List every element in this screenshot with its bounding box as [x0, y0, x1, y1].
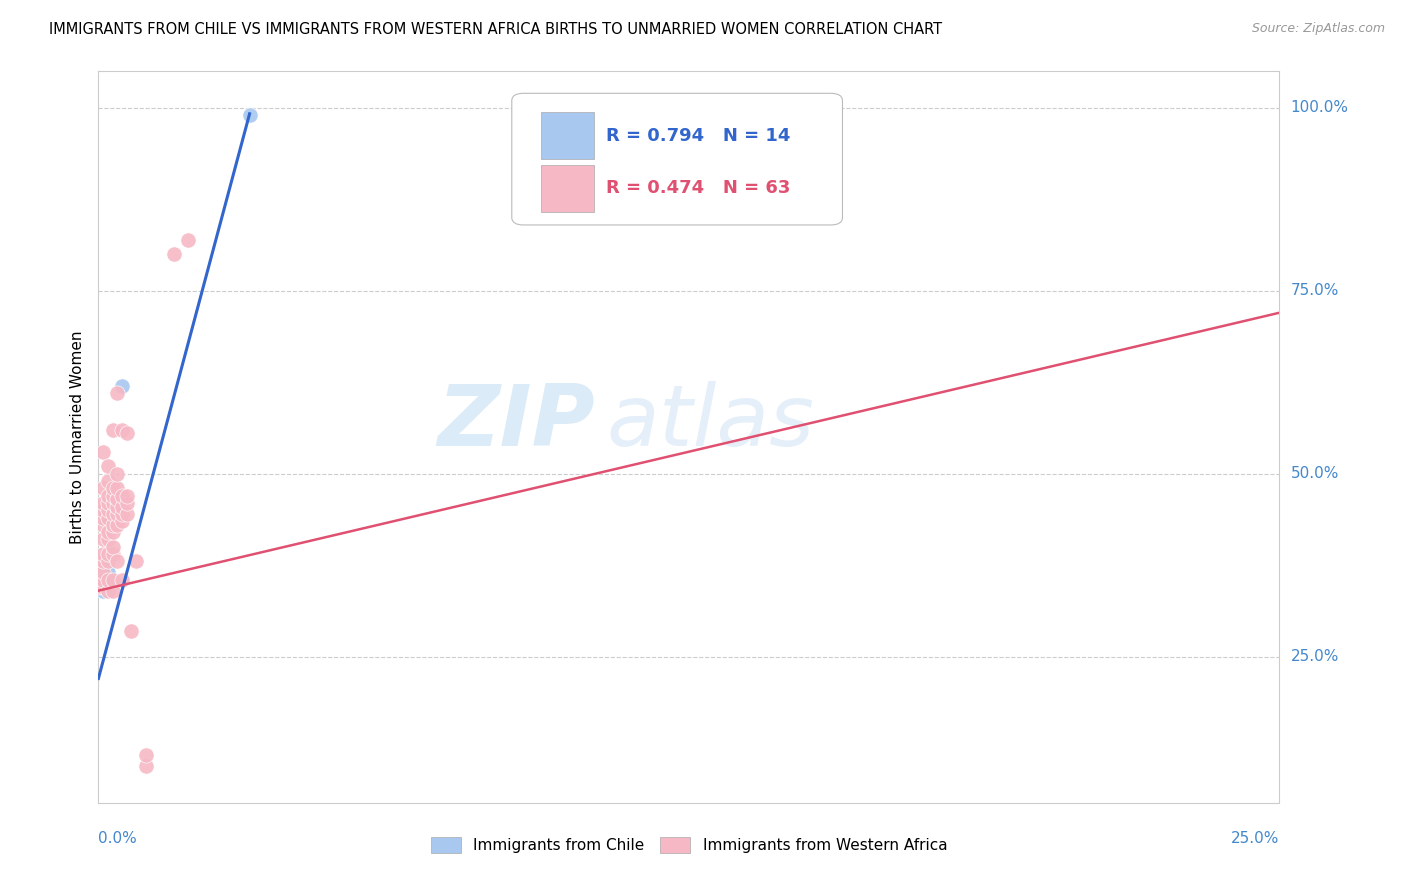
- Point: [105, 481, 128, 495]
- Point: [121, 624, 143, 638]
- Point: [97, 474, 120, 488]
- Point: [101, 517, 124, 532]
- Point: [105, 467, 128, 481]
- Point: [111, 573, 134, 587]
- Point: [105, 492, 128, 507]
- Point: [97, 566, 120, 580]
- Point: [97, 459, 120, 474]
- Point: [125, 554, 148, 568]
- Text: 25.0%: 25.0%: [1232, 830, 1279, 846]
- Point: [97, 573, 120, 587]
- Point: [87, 573, 110, 587]
- Point: [105, 500, 128, 514]
- Text: R = 0.794   N = 14: R = 0.794 N = 14: [606, 127, 790, 145]
- Point: [97, 533, 120, 547]
- Point: [111, 514, 134, 528]
- Point: [91, 547, 114, 561]
- Point: [87, 562, 110, 576]
- Text: IMMIGRANTS FROM CHILE VS IMMIGRANTS FROM WESTERN AFRICA BIRTHS TO UNMARRIED WOME: IMMIGRANTS FROM CHILE VS IMMIGRANTS FROM…: [49, 22, 942, 37]
- Text: ZIP: ZIP: [437, 381, 595, 464]
- Point: [97, 583, 120, 598]
- Text: Source: ZipAtlas.com: Source: ZipAtlas.com: [1251, 22, 1385, 36]
- Text: 75.0%: 75.0%: [1291, 284, 1339, 298]
- Point: [91, 573, 114, 587]
- Point: [101, 423, 124, 437]
- Bar: [541, 112, 595, 160]
- Point: [91, 562, 114, 576]
- Point: [87, 566, 110, 580]
- Point: [97, 510, 120, 524]
- Point: [111, 379, 134, 393]
- Point: [101, 503, 124, 517]
- Point: [105, 517, 128, 532]
- Point: [177, 233, 200, 247]
- Text: atlas: atlas: [606, 381, 814, 464]
- Point: [97, 489, 120, 503]
- Point: [91, 583, 114, 598]
- Point: [105, 507, 128, 521]
- Text: 25.0%: 25.0%: [1291, 649, 1339, 664]
- Point: [105, 554, 128, 568]
- Point: [101, 481, 124, 495]
- Bar: [541, 165, 595, 212]
- Point: [115, 489, 138, 503]
- Point: [101, 489, 124, 503]
- Legend: Immigrants from Chile, Immigrants from Western Africa: Immigrants from Chile, Immigrants from W…: [423, 830, 955, 861]
- Point: [97, 510, 120, 524]
- Point: [135, 759, 157, 773]
- Point: [87, 562, 110, 576]
- Point: [101, 507, 124, 521]
- Point: [115, 426, 138, 441]
- Point: [101, 540, 124, 554]
- Point: [101, 547, 124, 561]
- Point: [239, 108, 262, 122]
- Point: [101, 573, 124, 587]
- Point: [135, 748, 157, 763]
- Point: [101, 525, 124, 540]
- Point: [111, 489, 134, 503]
- Text: 50.0%: 50.0%: [1291, 467, 1339, 481]
- Point: [91, 496, 114, 510]
- Text: 0.0%: 0.0%: [98, 830, 138, 846]
- Point: [91, 444, 114, 458]
- Point: [91, 580, 114, 594]
- Text: R = 0.474   N = 63: R = 0.474 N = 63: [606, 179, 790, 197]
- Point: [111, 507, 134, 521]
- Point: [91, 573, 114, 587]
- Point: [91, 566, 114, 580]
- Point: [91, 554, 114, 568]
- Point: [115, 496, 138, 510]
- Point: [91, 517, 114, 532]
- Point: [97, 573, 120, 587]
- Y-axis label: Births to Unmarried Women: Births to Unmarried Women: [69, 330, 84, 544]
- Point: [87, 569, 110, 583]
- Point: [87, 569, 110, 583]
- Point: [97, 547, 120, 561]
- Point: [163, 247, 186, 261]
- Point: [101, 583, 124, 598]
- Point: [97, 554, 120, 568]
- Point: [97, 496, 120, 510]
- Text: 100.0%: 100.0%: [1291, 101, 1348, 115]
- Point: [115, 507, 138, 521]
- Point: [97, 503, 120, 517]
- Point: [101, 496, 124, 510]
- Point: [87, 580, 110, 594]
- Point: [87, 573, 110, 587]
- Point: [91, 558, 114, 573]
- Point: [105, 386, 128, 401]
- Point: [97, 525, 120, 540]
- Point: [91, 510, 114, 524]
- Point: [91, 533, 114, 547]
- FancyBboxPatch shape: [512, 94, 842, 225]
- Point: [111, 500, 134, 514]
- Point: [91, 503, 114, 517]
- Point: [91, 481, 114, 495]
- Point: [111, 423, 134, 437]
